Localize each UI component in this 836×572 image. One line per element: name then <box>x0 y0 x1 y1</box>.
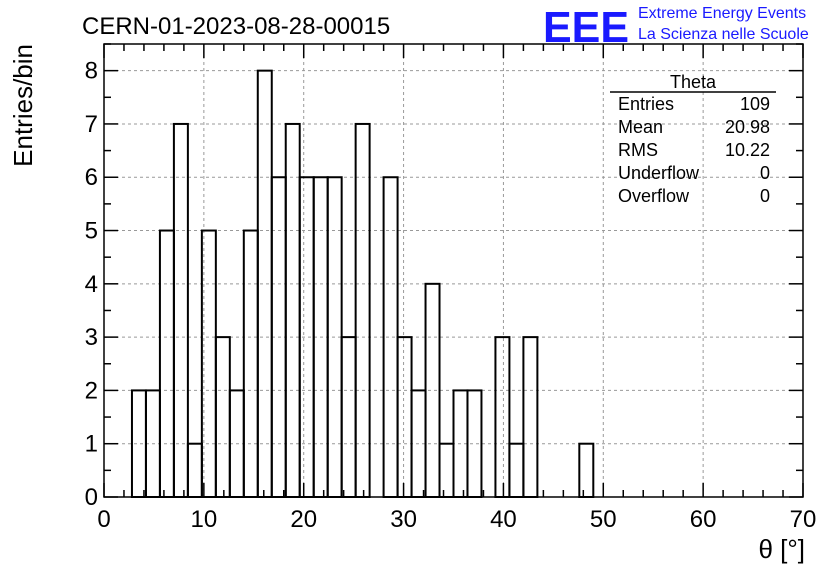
histogram-bin <box>466 389 483 499</box>
stats-row-value: 20.98 <box>725 117 770 137</box>
x-tick-label: 50 <box>590 506 617 533</box>
x-tick-label: 70 <box>790 506 817 533</box>
y-axis-label: Entries/bin <box>8 44 38 167</box>
stats-box: Theta Entries 109 Mean 20.98 RMS 10.22 Underfl… <box>610 72 776 206</box>
stats-row-label: Mean <box>618 117 663 137</box>
stats-row-label: Underflow <box>618 163 700 183</box>
stats-row-value: 0 <box>760 163 770 183</box>
histogram-bin <box>522 336 539 498</box>
histogram-bin <box>172 122 189 499</box>
histogram-bin <box>284 122 301 499</box>
y-tick-label: 6 <box>85 164 98 191</box>
y-tick-label: 0 <box>85 484 98 511</box>
stats-row-label: Entries <box>618 94 674 114</box>
histogram-bin <box>382 176 399 498</box>
chart-title: CERN-01-2023-08-28-00015 <box>82 13 390 40</box>
histogram-bin <box>494 336 511 498</box>
histogram-bin <box>424 282 441 498</box>
stats-rows: Entries 109 Mean 20.98 RMS 10.22 Underflow 0 Ove… <box>618 94 770 206</box>
y-tick-label: 2 <box>85 377 98 404</box>
histogram-bin <box>186 442 203 498</box>
stats-row-label: RMS <box>618 140 658 160</box>
x-tick-labels: 0 10 20 30 40 50 60 70 <box>97 506 816 533</box>
histogram-bin <box>578 442 595 498</box>
x-tick-label: 60 <box>690 506 717 533</box>
y-tick-label: 3 <box>85 324 98 351</box>
y-tick-label: 5 <box>85 218 98 245</box>
stats-row-value: 10.22 <box>725 140 770 160</box>
stats-row-value: 0 <box>760 186 770 206</box>
histogram-bin <box>354 122 371 499</box>
histogram-bin <box>158 229 175 498</box>
x-tick-label: 30 <box>390 506 417 533</box>
y-tick-label: 1 <box>85 431 98 458</box>
stats-title: Theta <box>670 72 717 92</box>
x-axis-label: θ [°] <box>758 534 805 564</box>
histogram-bin <box>214 336 231 498</box>
x-tick-label: 10 <box>191 506 218 533</box>
y-tick-labels: 0 1 2 3 4 5 6 7 8 <box>85 58 98 511</box>
stats-row-label: Overflow <box>618 186 690 206</box>
histogram-bin <box>256 69 273 498</box>
y-tick-label: 4 <box>85 271 98 298</box>
y-tick-label: 8 <box>85 58 98 85</box>
stats-row-value: 109 <box>740 94 770 114</box>
histogram-bin <box>298 176 315 498</box>
x-tick-label: 0 <box>97 506 110 533</box>
histogram-bin <box>508 442 525 498</box>
logo-line-1: Extreme Energy Events <box>638 5 806 22</box>
histogram-bin <box>396 336 413 498</box>
y-tick-label: 7 <box>85 111 98 138</box>
histogram-bin <box>340 336 357 498</box>
histogram-bin <box>438 442 455 498</box>
eee-logo: EEE Extreme Energy Events La Scienza nel… <box>543 3 809 52</box>
x-tick-label: 40 <box>490 506 517 533</box>
histogram-bin <box>242 229 259 498</box>
x-tick-label: 20 <box>290 506 317 533</box>
plot-frame <box>103 43 804 498</box>
logo-line-2: La Scienza nelle Scuole <box>638 26 809 43</box>
axis-ticks <box>103 43 804 498</box>
